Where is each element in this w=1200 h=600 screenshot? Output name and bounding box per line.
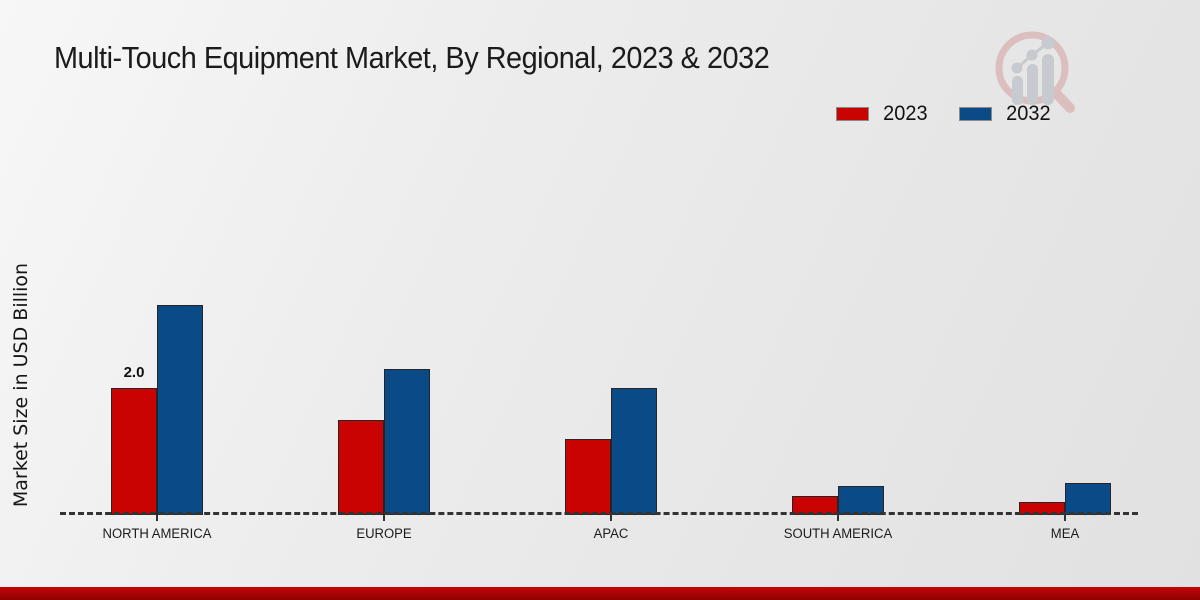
x-axis-baseline bbox=[60, 512, 1138, 515]
bar-2023-apac bbox=[565, 439, 611, 515]
x-tick-mea bbox=[1064, 515, 1066, 521]
legend-label-2023: 2023 bbox=[883, 102, 928, 125]
x-tick-north-america bbox=[156, 515, 158, 521]
x-axis-category-label-europe: EUROPE bbox=[356, 526, 412, 541]
x-tick-apac bbox=[610, 515, 612, 521]
x-tick-south-america bbox=[837, 515, 839, 521]
chart-title: Multi-Touch Equipment Market, By Regiona… bbox=[54, 40, 770, 75]
legend-item-2023: 2023 bbox=[836, 102, 929, 126]
legend: 2023 2032 bbox=[836, 102, 1051, 126]
x-tick-europe bbox=[383, 515, 385, 521]
legend-swatch-2023 bbox=[836, 107, 869, 121]
bar-2032-apac bbox=[611, 388, 657, 515]
legend-item-2032: 2032 bbox=[958, 102, 1052, 126]
x-axis-category-label-south-america: SOUTH AMERICA bbox=[783, 526, 893, 541]
magnifier-growth-chart-logo-icon bbox=[995, 31, 1075, 113]
bar-2023-north-america bbox=[111, 388, 157, 515]
bar-2032-mea bbox=[1065, 483, 1111, 515]
legend-label-2032: 2032 bbox=[1005, 102, 1051, 125]
x-axis-category-label-apac: APAC bbox=[593, 526, 629, 541]
bar-2032-north-america bbox=[157, 305, 203, 515]
bar-2032-europe bbox=[384, 369, 430, 515]
bar-2023-europe bbox=[338, 420, 384, 515]
x-axis-category-label-north-america: NORTH AMERICA bbox=[102, 526, 212, 541]
x-axis-category-label-mea: MEA bbox=[1050, 526, 1080, 541]
bar-value-label: 2.0 bbox=[123, 364, 145, 381]
legend-swatch-2032 bbox=[958, 107, 992, 121]
bar-2032-south-america bbox=[838, 486, 884, 515]
footer-accent-bar bbox=[0, 587, 1200, 600]
